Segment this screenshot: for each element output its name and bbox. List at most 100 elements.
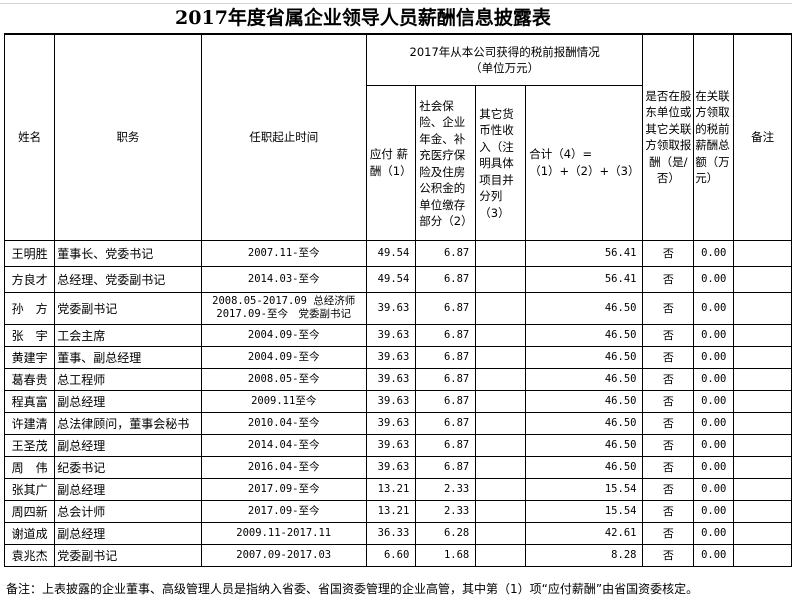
cell-name-text: 葛春贵 <box>11 372 48 387</box>
cell-tenure-text: 2017.09-至今 <box>247 482 320 495</box>
cell-position-text: 副总经理 <box>57 526 106 541</box>
cell-related: 0.00 <box>693 389 735 413</box>
cell-payable: 36.33 <box>365 521 417 545</box>
cell-position: 工会主席 <box>54 323 202 347</box>
cell-payable-text: 39.63 <box>377 373 410 385</box>
cell-payable-text: 13.21 <box>377 505 410 517</box>
cell-total: 46.50 <box>525 291 644 325</box>
cell-position: 总会计师 <box>54 499 202 523</box>
cell-insurance-text: 2.33 <box>443 483 470 495</box>
cell-total-text: 46.50 <box>604 417 637 429</box>
cell-other-income <box>475 433 527 457</box>
table-row: 程真富 副总经理 2009.11至今 39.63 6.87 46.50 否 0.00 <box>3 389 792 413</box>
cell-shareholder: 否 <box>642 265 695 293</box>
header-position: 职务 <box>54 33 202 241</box>
cell-position: 党委副书记 <box>54 543 202 567</box>
cell-shareholder: 否 <box>642 433 695 457</box>
cell-tenure-text: 2008.05-2017.09 总经济师 <box>212 295 356 307</box>
cell-remark <box>733 477 792 501</box>
cell-name-text: 谢道成 <box>11 526 48 541</box>
cell-tenure-text: 2004.09-至今 <box>247 350 320 363</box>
cell-related-text: 0.00 <box>701 527 727 539</box>
cell-remark <box>733 323 792 347</box>
cell-related: 0.00 <box>693 265 735 293</box>
cell-shareholder: 否 <box>642 239 695 267</box>
cell-tenure-text: 2004.09-至今 <box>247 328 320 341</box>
cell-remark <box>733 265 792 293</box>
cell-total-text: 15.54 <box>604 483 637 495</box>
cell-payable-text: 13.21 <box>377 483 410 495</box>
cell-name-text: 许建清 <box>11 416 48 431</box>
cell-name-text: 袁兆杰 <box>11 548 48 563</box>
cell-total: 46.50 <box>525 323 644 347</box>
cell-remark <box>733 433 792 457</box>
cell-tenure-text: 2010.04-至今 <box>247 416 320 429</box>
cell-name: 黄建宇 <box>3 345 56 369</box>
cell-position: 总法律顾问，董事会秘书 <box>54 411 202 435</box>
cell-total: 42.61 <box>525 521 644 545</box>
cell-remark <box>733 521 792 545</box>
header-other-income: 其它货币性收入（注明具体项目并分列（3） <box>475 84 527 241</box>
header-shareholder: 是否在股东单位或其它关联方领取报酬（是/否） <box>642 33 695 241</box>
cell-position-text: 纪委书记 <box>57 460 106 475</box>
cell-total-text: 8.28 <box>611 549 637 561</box>
cell-tenure-text: 2014.04-至今 <box>247 438 320 451</box>
cell-name-text: 王明胜 <box>11 246 48 261</box>
cell-payable-text: 39.63 <box>377 395 410 407</box>
table-row: 袁兆杰 党委副书记 2007.09-2017.03 6.60 1.68 8.28 否 0.00 <box>3 543 792 567</box>
cell-name-text: 王圣茂 <box>11 438 48 453</box>
cell-remark <box>733 499 792 523</box>
cell-insurance: 6.87 <box>415 433 477 457</box>
cell-insurance-text: 2.33 <box>443 505 470 517</box>
cell-related-text: 0.00 <box>701 483 727 495</box>
cell-shareholder-text: 否 <box>662 273 674 286</box>
cell-payable: 13.21 <box>365 477 417 501</box>
cell-payable-text: 39.63 <box>377 461 410 473</box>
cell-shareholder-text: 否 <box>662 483 674 496</box>
cell-remark <box>733 411 792 435</box>
cell-position-text: 总经理、党委副书记 <box>57 272 166 287</box>
cell-shareholder-text: 否 <box>662 505 674 518</box>
cell-related-text: 0.00 <box>701 302 727 314</box>
header-tenure: 任职起止时间 <box>200 33 367 241</box>
footnote: 备注：上表披露的企业董事、高级管理人员是指纳入省委、省国资委管理的企业高管，其中… <box>6 582 699 596</box>
cell-total-text: 46.50 <box>604 395 637 407</box>
cell-tenure: 2014.03-至今 <box>200 265 367 293</box>
cell-position: 纪委书记 <box>54 455 202 479</box>
cell-name: 方良才 <box>3 265 56 293</box>
cell-total: 46.50 <box>525 345 644 369</box>
cell-total-text: 56.41 <box>604 273 637 285</box>
cell-remark <box>733 543 792 567</box>
cell-related-text: 0.00 <box>701 417 727 429</box>
cell-tenure-text: 2017.09-至今 党委副书记 <box>216 308 351 320</box>
cell-shareholder: 否 <box>642 367 695 391</box>
cell-total-text: 46.50 <box>604 329 637 341</box>
cell-position: 董事、副总经理 <box>54 345 202 369</box>
cell-insurance: 6.87 <box>415 291 477 325</box>
cell-shareholder-text: 否 <box>662 439 674 452</box>
cell-insurance-text: 6.87 <box>443 302 470 314</box>
cell-tenure: 2017.09-至今 <box>200 499 367 523</box>
cell-shareholder: 否 <box>642 291 695 325</box>
sheet-gridline <box>0 0 792 4</box>
cell-remark <box>733 389 792 413</box>
cell-shareholder: 否 <box>642 323 695 347</box>
cell-position: 副总经理 <box>54 389 202 413</box>
cell-name: 袁兆杰 <box>3 543 56 567</box>
cell-tenure-text: 2009.11至今 <box>251 394 317 407</box>
cell-total-text: 46.50 <box>604 461 637 473</box>
cell-insurance-text: 6.87 <box>443 461 470 473</box>
cell-name-text: 黄建宇 <box>11 350 48 365</box>
cell-related-text: 0.00 <box>701 329 727 341</box>
cell-insurance-text: 6.28 <box>443 527 470 539</box>
cell-position: 副总经理 <box>54 433 202 457</box>
cell-position: 副总经理 <box>54 521 202 545</box>
cell-insurance: 6.87 <box>415 455 477 479</box>
cell-shareholder: 否 <box>642 499 695 523</box>
cell-total: 56.41 <box>525 239 644 267</box>
cell-position-text: 董事、副总经理 <box>57 350 142 365</box>
cell-total-text: 46.50 <box>604 439 637 451</box>
cell-total-text: 46.50 <box>604 351 637 363</box>
cell-total: 15.54 <box>525 477 644 501</box>
cell-name: 张其广 <box>3 477 56 501</box>
